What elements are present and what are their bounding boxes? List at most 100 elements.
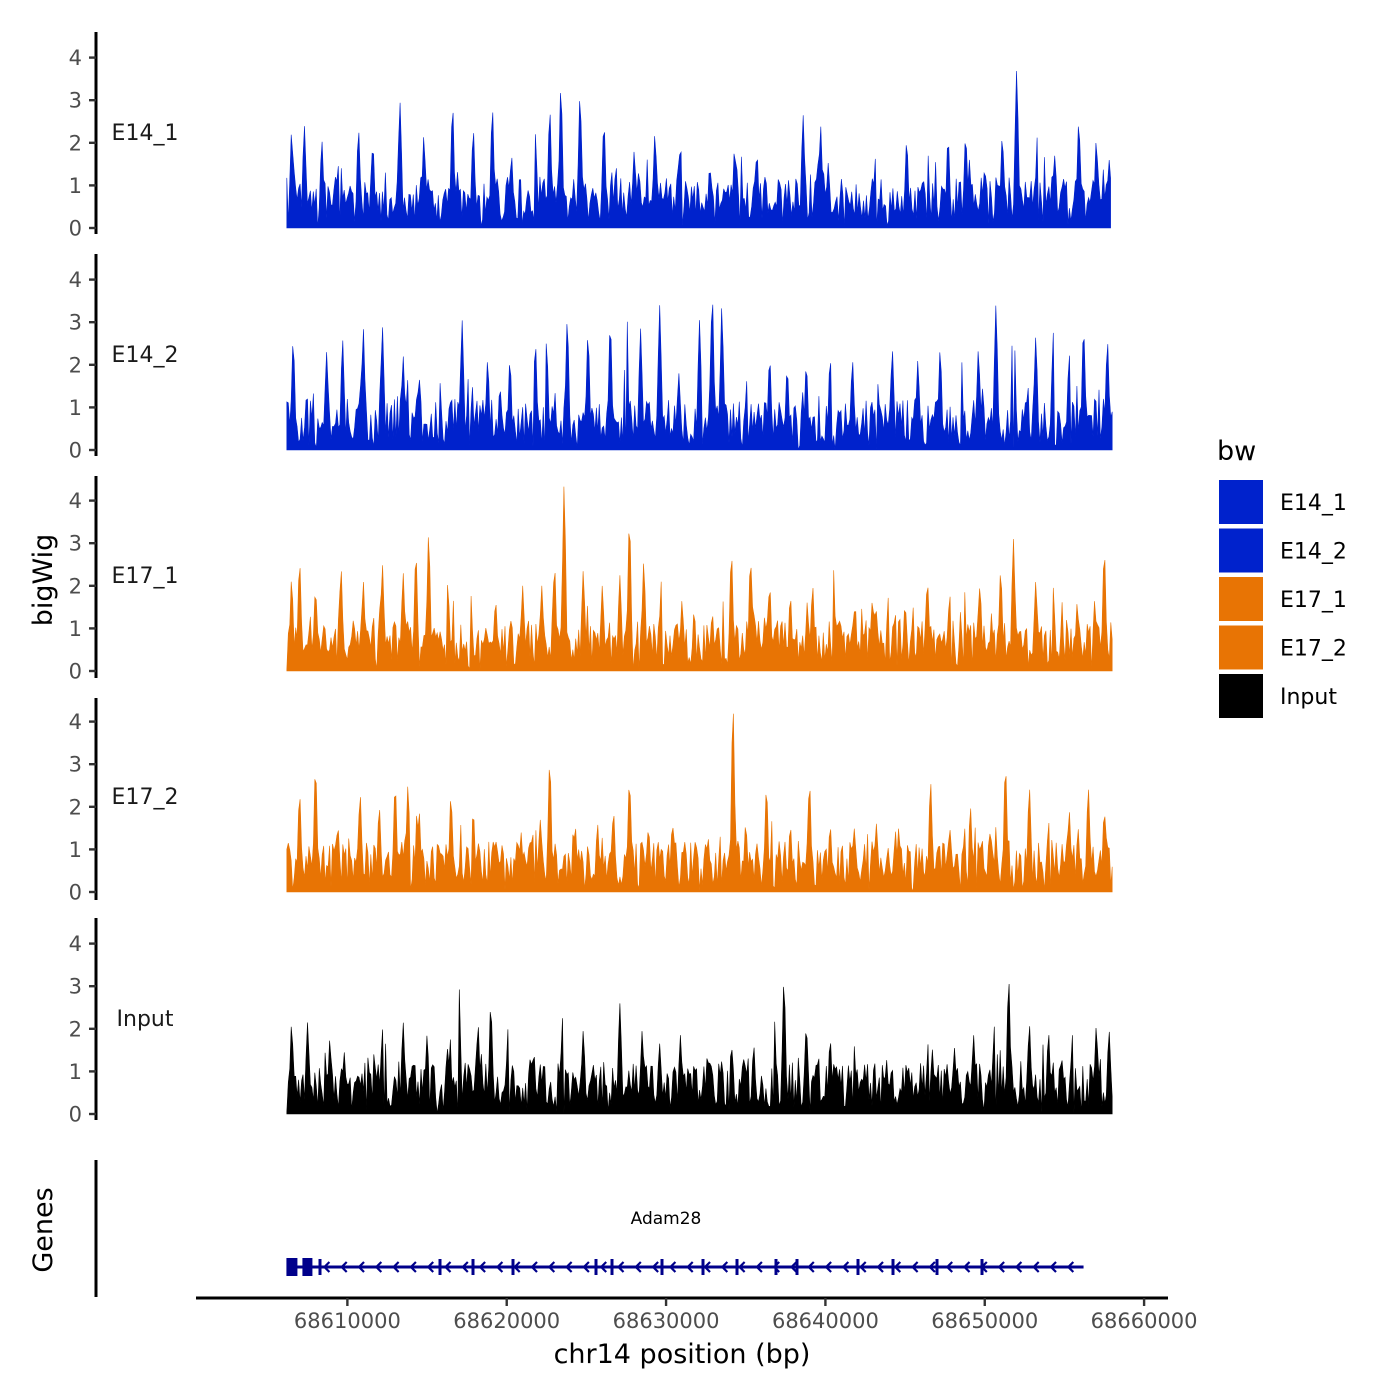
- gene-adam28: [286, 1258, 1084, 1276]
- genes-axis-title: Genes: [28, 1187, 59, 1272]
- strand-arrow: [392, 1261, 400, 1273]
- gene-exon: [303, 1259, 307, 1275]
- track-label: Input: [117, 1007, 174, 1032]
- gene-exon: [594, 1259, 598, 1275]
- strand-arrow: [651, 1261, 659, 1273]
- legend-swatch: [1219, 577, 1263, 621]
- strand-arrow: [1032, 1261, 1040, 1273]
- legend-swatch: [1219, 625, 1263, 670]
- y-tick-label: 4: [69, 268, 82, 292]
- strand-arrow: [703, 1261, 711, 1273]
- gene-exon: [511, 1259, 515, 1275]
- signal-area: [286, 713, 1113, 893]
- x-axis: chr14 position (bp) 68610000 68620000 6863…: [196, 1296, 1198, 1370]
- signal-tracks: 0 1 2 3 4 E14_1 0 1 2 3 4 E14_2 0 1 2 3 4 E17_1 0 1 2 3 4 E17_2…: [69, 32, 1113, 1127]
- track-e17-2: 0 1 2 3 4 E17_2: [69, 698, 1113, 905]
- strand-arrow: [668, 1261, 677, 1273]
- strand-arrow: [616, 1261, 625, 1273]
- strand-arrow: [1014, 1261, 1023, 1273]
- strand-arrow: [634, 1261, 642, 1273]
- track-label: E17_1: [112, 564, 179, 589]
- gene-exon: [438, 1259, 442, 1275]
- legend-label: E17_1: [1280, 588, 1347, 613]
- strand-arrow: [582, 1261, 590, 1273]
- strand-arrow: [547, 1261, 556, 1273]
- y-tick-label: 1: [69, 617, 82, 641]
- legend-entry-e14-2: E14_2: [1219, 528, 1347, 573]
- strand-arrow: [738, 1261, 746, 1273]
- y-tick-label: 0: [69, 1103, 82, 1127]
- legend-title: bw: [1217, 436, 1256, 467]
- strand-arrow: [980, 1261, 988, 1273]
- strand-arrow: [478, 1261, 486, 1273]
- gene-exon: [318, 1259, 322, 1275]
- legend: bw E14_1 E14_2 E17_1 E17_2 Input: [1217, 436, 1347, 718]
- x-tick-label: 68620000: [453, 1309, 560, 1333]
- y-tick-label: 0: [69, 217, 82, 241]
- strand-arrow: [443, 1261, 452, 1273]
- y-tick-label: 3: [69, 311, 82, 335]
- strand-arrow: [893, 1261, 902, 1273]
- strand-arrow: [322, 1261, 331, 1273]
- y-tick-label: 4: [69, 932, 82, 956]
- y-tick-label: 2: [69, 574, 82, 598]
- legend-swatch: [1219, 674, 1263, 718]
- strand-arrow: [513, 1261, 521, 1273]
- strand-arrow: [495, 1261, 504, 1273]
- y-tick-label: 0: [69, 660, 82, 684]
- y-tick-label: 0: [69, 439, 82, 463]
- legend-label: Input: [1280, 685, 1337, 710]
- y-tick-label: 2: [69, 795, 82, 819]
- strand-arrow: [911, 1261, 919, 1273]
- y-tick-label: 2: [69, 353, 82, 377]
- strand-arrow: [686, 1261, 694, 1273]
- y-tick-label: 1: [69, 174, 82, 198]
- legend-label: E14_1: [1280, 491, 1347, 516]
- gene-exon: [471, 1259, 475, 1275]
- gene-exon: [856, 1259, 860, 1275]
- signal-area: [286, 304, 1113, 451]
- strand-arrow: [928, 1261, 936, 1273]
- track-label: E14_1: [112, 121, 179, 146]
- x-tick-label: 68660000: [1091, 1309, 1198, 1333]
- legend-label: E17_2: [1280, 637, 1347, 662]
- gene-exon: [735, 1259, 739, 1275]
- gene-exon: [774, 1259, 778, 1275]
- x-tick-label: 68650000: [931, 1309, 1038, 1333]
- strand-arrow: [807, 1261, 815, 1273]
- strand-arrow: [1049, 1261, 1057, 1273]
- strand-arrow: [409, 1261, 417, 1273]
- gene-exon: [660, 1259, 664, 1275]
- strand-arrow: [357, 1261, 365, 1273]
- track-label: E14_2: [112, 343, 179, 368]
- y-tick-label: 3: [69, 532, 82, 556]
- gene-exon: [302, 1258, 313, 1276]
- y-tick-label: 4: [69, 46, 82, 70]
- legend-swatch: [1219, 528, 1263, 573]
- y-tick-label: 1: [69, 396, 82, 420]
- gene-exon: [701, 1259, 705, 1275]
- y-tick-label: 2: [69, 1017, 82, 1041]
- y-axis-title: bigWig: [28, 534, 59, 627]
- strand-arrow: [599, 1261, 607, 1273]
- signal-area: [286, 486, 1113, 672]
- strand-arrow: [755, 1261, 763, 1273]
- x-tick-label: 68610000: [294, 1309, 401, 1333]
- strand-arrow: [962, 1261, 971, 1273]
- y-tick-label: 0: [69, 881, 82, 905]
- track-e14-2: 0 1 2 3 4 E14_2: [69, 254, 1113, 463]
- strand-arrow: [461, 1261, 469, 1273]
- y-tick-label: 2: [69, 131, 82, 155]
- signal-area: [286, 983, 1113, 1115]
- track-label: E17_2: [112, 785, 179, 810]
- strand-arrow: [1066, 1261, 1075, 1273]
- strand-arrow: [426, 1261, 434, 1273]
- legend-swatch: [1219, 480, 1263, 524]
- track-e14-1: 0 1 2 3 4 E14_1: [69, 32, 1111, 241]
- x-tick-label: 68640000: [772, 1309, 879, 1333]
- signal-area: [286, 70, 1111, 229]
- gene-exon: [795, 1259, 799, 1275]
- y-tick-label: 1: [69, 838, 82, 862]
- strand-arrow: [859, 1261, 867, 1273]
